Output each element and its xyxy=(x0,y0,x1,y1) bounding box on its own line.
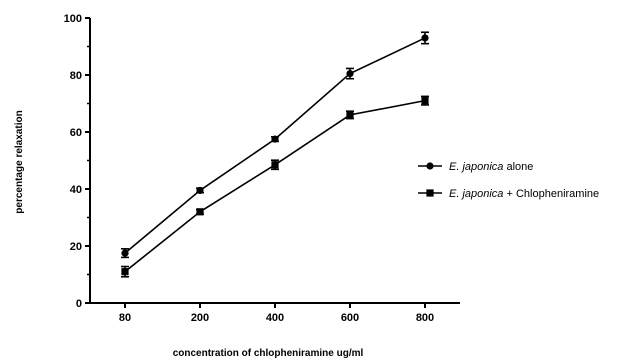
x-tick-label: 800 xyxy=(416,312,434,324)
legend-marker xyxy=(426,162,434,170)
y-axis-ticks: 0 20 40 60 80 100 xyxy=(64,13,90,310)
y-axis-label: percentage relaxation xyxy=(14,110,25,213)
y-tick-label: 40 xyxy=(70,184,82,196)
x-axis-ticks: 80 200 400 600 800 xyxy=(119,303,434,324)
x-tick-label: 80 xyxy=(119,312,131,324)
data-point xyxy=(346,69,354,78)
data-point xyxy=(271,161,279,169)
legend-marker xyxy=(426,189,434,197)
data-point xyxy=(346,111,354,119)
legend-label: E. japonica alone xyxy=(449,161,533,173)
data-point xyxy=(196,186,204,195)
legend-label: E. japonica + Chlopheniramine xyxy=(449,188,599,200)
y-tick-label: 0 xyxy=(76,298,82,310)
data-point xyxy=(196,208,204,216)
y-tick-label: 60 xyxy=(70,127,82,139)
x-tick-label: 400 xyxy=(266,312,284,324)
series-1-line xyxy=(124,37,426,254)
x-tick-label: 600 xyxy=(341,312,359,324)
y-tick-label: 80 xyxy=(70,70,82,82)
x-axis-label: concentration of chlopheniramine ug/ml xyxy=(173,348,364,359)
series-2 xyxy=(121,95,429,278)
y-tick-label: 20 xyxy=(70,241,82,253)
series-1 xyxy=(121,31,429,259)
data-point xyxy=(421,34,429,42)
data-point xyxy=(121,249,129,257)
legend-item-2: E. japonica + Chlopheniramine xyxy=(418,188,599,200)
data-point xyxy=(271,135,279,143)
legend: E. japonica alone E. japonica + Chlopheni… xyxy=(418,161,599,200)
y-tick-label: 100 xyxy=(64,13,82,25)
series-2-line xyxy=(124,99,426,273)
series-layer xyxy=(121,31,429,278)
data-point xyxy=(421,97,429,105)
data-point xyxy=(121,268,129,276)
legend-item-1: E. japonica alone xyxy=(418,161,533,173)
x-tick-label: 200 xyxy=(191,312,209,324)
